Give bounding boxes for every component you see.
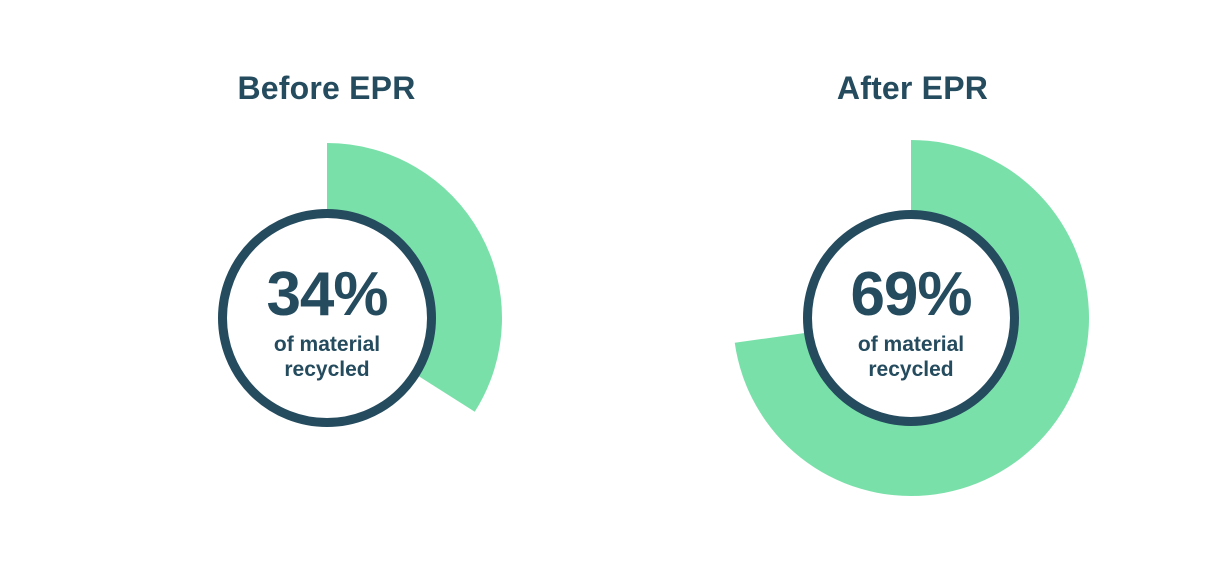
caption-line-2: recycled	[284, 358, 370, 381]
before-epr-panel: Before EPR	[23, 0, 630, 583]
before-epr-title: Before EPR	[237, 70, 416, 106]
after-epr-percentage: 69%	[850, 260, 972, 329]
after-epr-panel: After EPR	[609, 0, 1214, 583]
after-epr-caption: of material recycled	[811, 332, 1011, 382]
after-epr-center-ring	[803, 210, 1019, 426]
before-epr-center-label: 34% of material recycled	[227, 264, 427, 382]
caption-line-1: of material	[857, 333, 965, 356]
before-epr-percentage: 34%	[266, 260, 388, 329]
caption-line-1: of material	[273, 333, 381, 356]
after-epr-title: After EPR	[836, 70, 989, 106]
before-epr-caption: of material recycled	[227, 332, 427, 382]
before-epr-center-ring	[218, 209, 436, 427]
caption-line-2: recycled	[868, 358, 954, 381]
after-epr-center-label: 69% of material recycled	[811, 264, 1011, 382]
